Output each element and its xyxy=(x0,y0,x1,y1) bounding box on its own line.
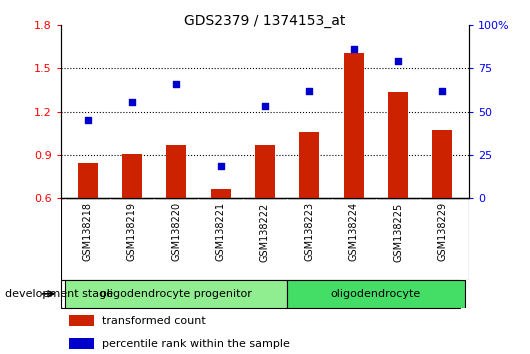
Point xyxy=(216,164,225,169)
Bar xyxy=(255,145,275,198)
Text: GSM138219: GSM138219 xyxy=(127,202,137,261)
Text: GSM138223: GSM138223 xyxy=(304,202,314,262)
Text: GSM138224: GSM138224 xyxy=(349,202,359,262)
Point xyxy=(438,88,447,94)
Point xyxy=(172,81,181,87)
Bar xyxy=(388,92,408,198)
Point xyxy=(305,88,314,94)
Point xyxy=(261,103,269,109)
Bar xyxy=(69,338,94,349)
Bar xyxy=(77,163,98,198)
Bar xyxy=(287,280,465,308)
Text: oligodendrocyte progenitor: oligodendrocyte progenitor xyxy=(100,289,252,299)
Text: GSM138225: GSM138225 xyxy=(393,202,403,262)
Text: GSM138222: GSM138222 xyxy=(260,202,270,262)
Point xyxy=(83,118,92,123)
Point xyxy=(349,46,358,52)
Bar xyxy=(166,145,186,198)
Bar xyxy=(210,189,231,198)
Text: GDS2379 / 1374153_at: GDS2379 / 1374153_at xyxy=(184,14,346,28)
Text: percentile rank within the sample: percentile rank within the sample xyxy=(102,339,289,349)
Bar xyxy=(122,154,142,198)
Bar xyxy=(344,53,364,198)
Text: GSM138221: GSM138221 xyxy=(216,202,226,262)
Point xyxy=(128,99,136,105)
Bar xyxy=(65,280,287,308)
Bar xyxy=(69,315,94,326)
Text: oligodendrocyte: oligodendrocyte xyxy=(331,289,421,299)
Text: GSM138220: GSM138220 xyxy=(171,202,181,262)
Bar xyxy=(432,130,453,198)
Text: GSM138218: GSM138218 xyxy=(83,202,93,261)
Text: GSM138229: GSM138229 xyxy=(437,202,447,262)
Text: transformed count: transformed count xyxy=(102,316,206,326)
Text: development stage: development stage xyxy=(5,289,113,299)
Point xyxy=(394,58,402,64)
Bar xyxy=(299,132,320,198)
